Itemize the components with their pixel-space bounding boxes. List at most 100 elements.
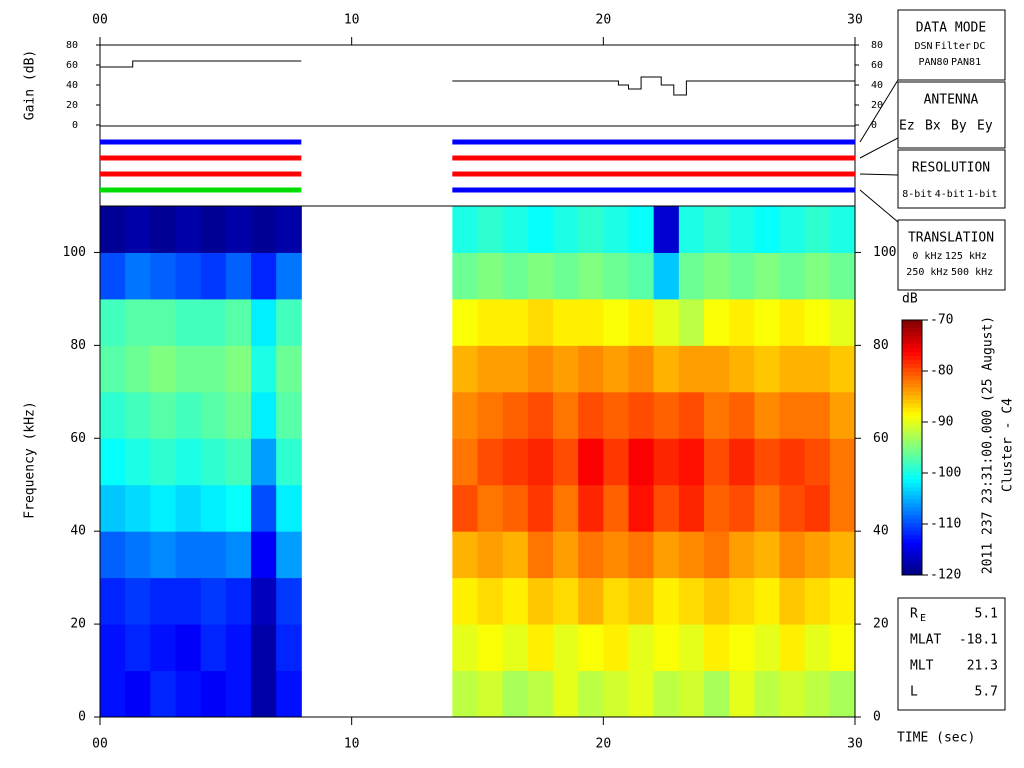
info-value: 5.7 bbox=[975, 685, 998, 700]
heatmap-cell bbox=[477, 206, 504, 253]
colorbar-tick-label: -80 bbox=[930, 364, 953, 379]
heatmap-cell bbox=[200, 391, 227, 439]
heatmap-cell bbox=[150, 438, 176, 486]
heatmap-cell bbox=[704, 345, 730, 393]
legend-title: TRANSLATION bbox=[908, 231, 994, 246]
heatmap-cell bbox=[200, 624, 227, 672]
connector bbox=[859, 189, 899, 223]
mode-bar bbox=[100, 187, 302, 193]
heatmap-cell bbox=[225, 345, 252, 393]
heatmap-cell bbox=[603, 531, 629, 579]
heatmap-cell bbox=[251, 391, 277, 439]
legend-item: 250 kHz bbox=[906, 267, 948, 278]
legend-box bbox=[897, 149, 1006, 209]
colorbar-swatch bbox=[902, 495, 922, 500]
legend-item: 0 kHz bbox=[912, 251, 942, 262]
heatmap-cell bbox=[225, 670, 252, 718]
heatmap-cell bbox=[754, 252, 780, 300]
heatmap-cell bbox=[603, 391, 629, 439]
heatmap-cell bbox=[175, 252, 202, 300]
heatmap-cell bbox=[553, 624, 579, 672]
x-tick-label: 00 bbox=[92, 737, 108, 752]
heatmap-cell bbox=[150, 670, 176, 718]
heatmap-cell bbox=[704, 484, 730, 532]
heatmap-cell bbox=[452, 438, 478, 486]
heatmap-cell bbox=[477, 484, 504, 532]
legend-item: 4-bit bbox=[935, 189, 965, 200]
y-tick-label: 60 bbox=[871, 60, 883, 71]
heatmap-cell bbox=[527, 531, 554, 579]
heatmap-cell bbox=[125, 391, 151, 439]
heatmap-cell bbox=[804, 252, 831, 300]
heatmap-cell bbox=[527, 624, 554, 672]
heatmap-cell bbox=[628, 577, 655, 625]
heatmap-cell bbox=[578, 345, 604, 393]
colorbar-swatch bbox=[902, 339, 922, 345]
connector bbox=[859, 137, 899, 159]
colorbar-swatch bbox=[902, 435, 922, 441]
heatmap-cell bbox=[527, 252, 554, 300]
y-tick-label: 40 bbox=[70, 524, 86, 539]
heatmap-cell bbox=[527, 345, 554, 393]
info-label: L bbox=[910, 685, 918, 700]
heatmap-cell bbox=[502, 531, 529, 579]
mode-bar bbox=[452, 171, 855, 177]
heatmap-cell bbox=[678, 391, 705, 439]
heatmap-cell bbox=[276, 531, 302, 579]
heatmap-cell bbox=[276, 298, 302, 346]
heatmap-cell bbox=[200, 298, 227, 346]
heatmap-cell bbox=[100, 577, 126, 625]
colorbar-swatch bbox=[902, 443, 922, 448]
heatmap-cell bbox=[125, 206, 151, 253]
info-label: MLT bbox=[910, 659, 934, 674]
heatmap-cell bbox=[150, 484, 176, 532]
heatmap-cell bbox=[251, 206, 277, 253]
heatmap-cell bbox=[125, 345, 151, 393]
heatmap-cell bbox=[628, 624, 655, 672]
heatmap-cell bbox=[276, 577, 302, 625]
legend-item: Filter bbox=[935, 41, 971, 52]
heatmap-cell bbox=[678, 670, 705, 718]
heatmap-cell bbox=[729, 298, 755, 346]
heatmap-cell bbox=[502, 484, 529, 532]
heatmap-cell bbox=[225, 531, 252, 579]
colorbar-swatch bbox=[902, 455, 922, 460]
heatmap-cell bbox=[779, 438, 806, 486]
connector bbox=[859, 79, 899, 143]
heatmap-cell bbox=[628, 438, 655, 486]
colorbar-swatch bbox=[902, 415, 922, 421]
heatmap-cell bbox=[628, 252, 655, 300]
heatmap-cell bbox=[175, 391, 202, 439]
colorbar-swatch bbox=[902, 351, 922, 357]
heatmap-cell bbox=[175, 206, 202, 253]
y-tick-label: 40 bbox=[873, 524, 889, 539]
heatmap-cell bbox=[754, 206, 780, 253]
heatmap-cell bbox=[125, 252, 151, 300]
colorbar-swatch bbox=[902, 355, 922, 361]
heatmap-cell bbox=[729, 206, 755, 253]
heatmap-cell bbox=[251, 624, 277, 672]
y-tick-label: 20 bbox=[66, 100, 78, 111]
heatmap-cell bbox=[502, 206, 529, 253]
mode-bar bbox=[452, 139, 855, 145]
heatmap-cell bbox=[603, 345, 629, 393]
heatmap-cell bbox=[578, 438, 604, 486]
heatmap-cell bbox=[653, 391, 680, 439]
colorbar-label: dB bbox=[902, 292, 918, 307]
heatmap-cell bbox=[276, 670, 302, 718]
colorbar-tick-label: -120 bbox=[930, 568, 961, 583]
heatmap-cell bbox=[150, 577, 176, 625]
legend-item: 1-bit bbox=[967, 189, 997, 200]
heatmap-cell bbox=[704, 577, 730, 625]
heatmap-cell bbox=[276, 438, 302, 486]
heatmap-cell bbox=[754, 298, 780, 346]
heatmap-cell bbox=[603, 298, 629, 346]
heatmap-cell bbox=[653, 531, 680, 579]
info-label: MLAT bbox=[910, 633, 941, 648]
heatmap-cell bbox=[175, 577, 202, 625]
heatmap-cell bbox=[251, 438, 277, 486]
colorbar-swatch bbox=[902, 359, 922, 365]
colorbar-swatch bbox=[902, 367, 922, 373]
colorbar-swatch bbox=[902, 399, 922, 405]
